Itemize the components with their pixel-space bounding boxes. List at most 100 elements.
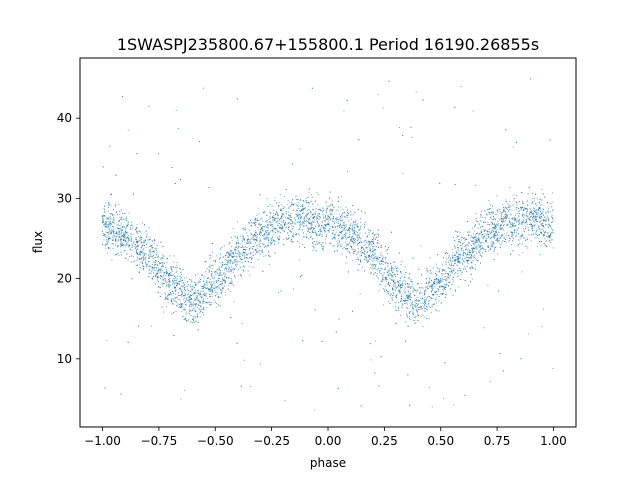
data-point bbox=[157, 277, 159, 279]
data-point bbox=[263, 235, 265, 237]
data-point bbox=[382, 278, 384, 280]
data-point bbox=[346, 229, 348, 230]
data-point bbox=[102, 216, 104, 218]
data-point bbox=[404, 298, 406, 300]
data-point bbox=[252, 248, 254, 250]
data-point bbox=[119, 237, 121, 239]
data-point bbox=[296, 214, 298, 215]
data-point bbox=[211, 291, 213, 293]
data-point bbox=[214, 290, 216, 292]
data-point bbox=[347, 214, 349, 216]
data-point bbox=[523, 217, 525, 219]
data-point bbox=[542, 209, 544, 211]
data-point bbox=[113, 230, 115, 232]
data-point bbox=[404, 276, 406, 278]
data-point bbox=[322, 207, 324, 209]
data-point bbox=[541, 188, 543, 190]
data-point bbox=[430, 280, 432, 282]
data-point bbox=[372, 250, 374, 252]
data-point bbox=[217, 278, 219, 280]
data-point bbox=[194, 281, 196, 283]
data-point bbox=[107, 241, 109, 243]
data-point bbox=[346, 238, 348, 240]
data-point bbox=[484, 217, 486, 219]
data-point bbox=[248, 239, 250, 241]
data-point bbox=[434, 291, 436, 293]
data-point bbox=[172, 274, 174, 276]
data-point bbox=[113, 231, 115, 233]
data-point bbox=[527, 199, 529, 201]
data-point bbox=[144, 239, 146, 241]
data-point bbox=[409, 295, 411, 297]
data-points bbox=[102, 78, 554, 411]
data-point bbox=[488, 250, 490, 252]
data-point bbox=[128, 239, 130, 241]
data-point bbox=[112, 236, 114, 238]
data-point bbox=[323, 246, 325, 248]
data-point bbox=[515, 218, 517, 220]
data-point bbox=[136, 259, 138, 261]
data-point bbox=[320, 231, 322, 233]
data-point bbox=[304, 207, 306, 209]
data-point bbox=[457, 275, 459, 277]
data-point bbox=[201, 308, 203, 310]
data-point bbox=[167, 294, 169, 296]
data-point bbox=[292, 226, 294, 228]
data-point bbox=[417, 315, 419, 317]
data-point bbox=[251, 234, 253, 236]
data-point bbox=[353, 251, 355, 253]
data-point bbox=[288, 236, 290, 238]
data-point bbox=[290, 240, 292, 242]
data-point bbox=[501, 234, 503, 236]
data-point bbox=[453, 260, 455, 262]
data-point bbox=[391, 279, 393, 281]
data-point bbox=[449, 275, 451, 277]
data-point bbox=[542, 230, 544, 232]
data-point bbox=[204, 261, 206, 263]
data-point bbox=[539, 230, 541, 232]
data-point bbox=[545, 235, 547, 237]
data-point bbox=[384, 262, 386, 264]
data-point bbox=[186, 293, 188, 295]
data-point bbox=[341, 230, 343, 232]
data-point bbox=[440, 302, 442, 304]
data-point bbox=[196, 296, 198, 298]
data-point bbox=[168, 280, 170, 282]
data-point bbox=[406, 316, 408, 318]
data-point bbox=[214, 260, 216, 262]
data-point bbox=[200, 296, 202, 298]
data-point bbox=[167, 302, 169, 304]
data-point bbox=[468, 248, 470, 250]
data-point bbox=[503, 224, 505, 226]
data-point bbox=[415, 316, 417, 318]
data-point bbox=[375, 257, 377, 259]
data-point bbox=[441, 273, 443, 275]
data-point bbox=[514, 225, 516, 227]
data-point bbox=[297, 202, 299, 204]
data-point bbox=[284, 222, 286, 224]
data-point bbox=[278, 223, 280, 225]
data-point bbox=[181, 290, 183, 292]
data-point bbox=[198, 308, 200, 310]
data-point bbox=[374, 249, 376, 251]
data-point bbox=[118, 232, 120, 234]
data-point bbox=[312, 245, 314, 247]
data-point bbox=[329, 210, 331, 212]
data-point bbox=[519, 235, 521, 237]
data-point bbox=[176, 296, 178, 298]
data-point bbox=[503, 223, 505, 225]
data-point bbox=[332, 232, 334, 234]
data-point bbox=[453, 268, 455, 270]
data-point bbox=[464, 268, 466, 270]
data-point bbox=[342, 212, 344, 214]
data-point bbox=[483, 229, 485, 231]
data-point bbox=[284, 207, 286, 209]
data-point bbox=[267, 236, 269, 238]
data-point bbox=[146, 263, 148, 265]
data-point bbox=[378, 385, 380, 387]
data-point bbox=[169, 284, 171, 286]
data-point bbox=[143, 266, 145, 267]
data-point bbox=[448, 257, 450, 259]
data-point bbox=[229, 250, 231, 252]
data-point bbox=[128, 221, 130, 223]
